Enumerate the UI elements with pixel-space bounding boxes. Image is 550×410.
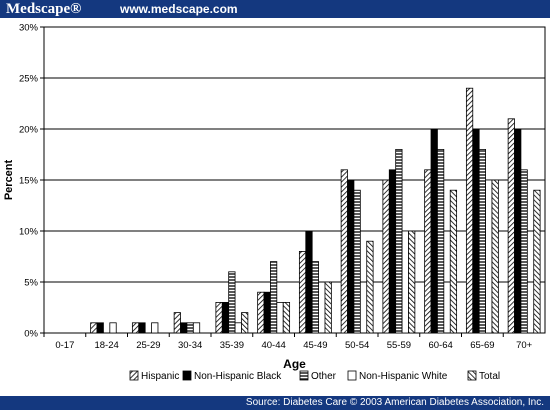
bar (485, 179, 493, 334)
bar (491, 179, 499, 334)
x-tick-label: 18-24 (94, 340, 118, 351)
bar (408, 230, 416, 334)
legend-label: Other (311, 371, 337, 382)
y-tick-label: 25% (19, 74, 39, 85)
x-tick-label: 40-44 (261, 340, 285, 351)
bar (282, 301, 291, 334)
bar (90, 322, 98, 334)
x-tick-label: 65-69 (470, 340, 494, 351)
legend-label: Hispanic (141, 371, 179, 382)
source-credit: Source: Diabetes Care © 2003 American Di… (245, 397, 544, 408)
bar (276, 301, 284, 334)
x-tick-label: 70+ (516, 340, 533, 351)
bar (353, 189, 361, 334)
bar (472, 128, 480, 334)
bar (388, 169, 397, 334)
bar (138, 322, 146, 334)
bar (401, 230, 409, 334)
y-tick-label: 30% (19, 23, 39, 34)
bar (449, 189, 458, 334)
medscape-logo: Medscape® (6, 1, 82, 17)
bar (257, 291, 265, 334)
site-url[interactable]: www.medscape.com (120, 2, 238, 16)
x-tick-label: 25-29 (136, 340, 160, 351)
bar (514, 128, 522, 334)
bar (234, 322, 242, 334)
x-tick-label: 50-54 (345, 340, 369, 351)
y-tick-label: 20% (19, 125, 39, 136)
bar (263, 291, 271, 334)
bar (151, 322, 159, 334)
bar (340, 169, 348, 334)
legend-swatch (182, 370, 192, 381)
legend-swatch (467, 370, 477, 381)
x-tick-label: 45-49 (303, 340, 327, 351)
legend-label: Non-Hispanic White (359, 371, 448, 382)
bar (366, 240, 374, 334)
bar (215, 301, 223, 334)
bar (395, 148, 403, 334)
bar (324, 281, 332, 334)
bar (305, 230, 313, 334)
bar (382, 179, 390, 334)
legend-swatch (129, 370, 139, 381)
y-axis-label: Percent (3, 159, 15, 200)
bar (520, 169, 528, 334)
x-tick-label: 30-34 (178, 340, 202, 351)
legend: Hispanic Non-Hispanic Black Other Non-Hispa… (129, 370, 500, 382)
bar (465, 87, 474, 334)
bar (533, 189, 541, 334)
legend-label: Total (479, 371, 500, 382)
bar (221, 301, 230, 334)
bar (180, 322, 188, 334)
x-tick-label: 60-64 (428, 340, 452, 351)
bar (347, 179, 355, 334)
y-tick-label: 0% (24, 329, 38, 340)
bar-chart: 0% 5% 10% 15% 20% 25% 30% 0-17 18-24 25-29 30-34 35… (3, 23, 546, 382)
bar (311, 261, 319, 334)
bar (478, 148, 486, 334)
bar (298, 250, 307, 334)
bars (90, 87, 541, 334)
bar (228, 271, 236, 334)
legend-label: Non-Hispanic Black (194, 371, 282, 382)
bar (430, 128, 438, 334)
axes: 0% 5% 10% 15% 20% 25% 30% 0-17 18-24 25-29 30-34 35… (3, 23, 533, 372)
bar (186, 322, 194, 334)
bar (437, 148, 445, 334)
legend-swatch (347, 370, 357, 381)
bar (173, 312, 181, 334)
x-tick-label: 55-59 (387, 340, 411, 351)
y-tick-label: 10% (19, 227, 39, 238)
bar (109, 322, 117, 334)
x-axis-label: Age (283, 357, 306, 371)
bar (131, 322, 140, 334)
bar (424, 169, 432, 334)
x-tick-label: 0-17 (55, 340, 74, 351)
header-bar: Medscape® www.medscape.com (0, 0, 550, 18)
bar (192, 322, 201, 334)
legend-swatch (299, 370, 309, 381)
bar (96, 322, 104, 334)
x-tick-label: 35-39 (220, 340, 244, 351)
y-tick-label: 15% (19, 176, 39, 187)
y-tick-label: 5% (24, 278, 38, 289)
footer-bar: Source: Diabetes Care © 2003 American Di… (0, 396, 550, 410)
bar (241, 312, 249, 334)
bar (507, 118, 515, 334)
bar (270, 261, 278, 334)
